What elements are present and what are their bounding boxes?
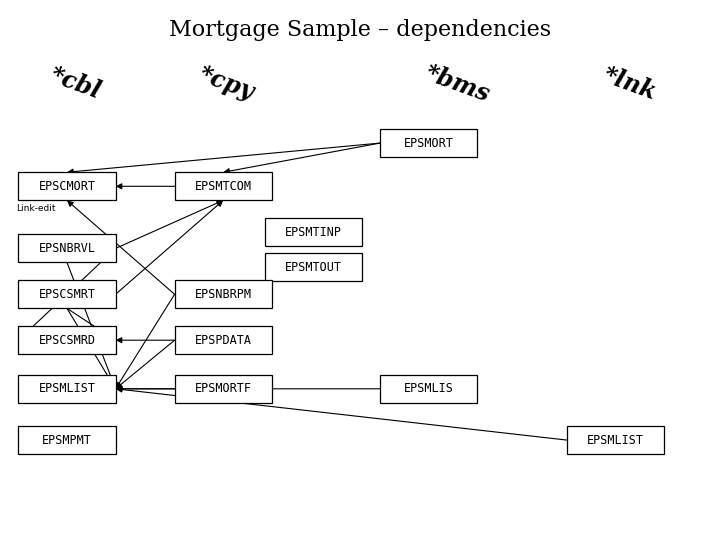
FancyBboxPatch shape bbox=[18, 234, 115, 262]
Text: *bms: *bms bbox=[421, 61, 493, 106]
FancyBboxPatch shape bbox=[174, 375, 272, 403]
Text: EPSMTOUT: EPSMTOUT bbox=[284, 261, 342, 274]
FancyBboxPatch shape bbox=[18, 280, 115, 308]
FancyBboxPatch shape bbox=[174, 172, 272, 200]
Text: EPSCMORT: EPSCMORT bbox=[38, 180, 96, 193]
Text: EPSNBRPM: EPSNBRPM bbox=[194, 288, 252, 301]
FancyBboxPatch shape bbox=[567, 426, 665, 454]
FancyBboxPatch shape bbox=[174, 280, 272, 308]
FancyBboxPatch shape bbox=[265, 253, 361, 281]
Text: EPSCSMRD: EPSCSMRD bbox=[38, 334, 96, 347]
Text: EPSCSMRT: EPSCSMRT bbox=[38, 288, 96, 301]
Text: EPSPDATA: EPSPDATA bbox=[194, 334, 252, 347]
FancyBboxPatch shape bbox=[18, 426, 115, 454]
FancyBboxPatch shape bbox=[18, 172, 115, 200]
FancyBboxPatch shape bbox=[265, 218, 361, 246]
Text: *cpy: *cpy bbox=[196, 63, 258, 105]
Text: EPSNBRVL: EPSNBRVL bbox=[38, 242, 96, 255]
FancyBboxPatch shape bbox=[380, 129, 477, 157]
Text: EPSMPMT: EPSMPMT bbox=[42, 434, 92, 447]
FancyBboxPatch shape bbox=[18, 326, 115, 354]
FancyBboxPatch shape bbox=[174, 326, 272, 354]
Text: *cbl: *cbl bbox=[47, 64, 104, 104]
Text: EPSMLIST: EPSMLIST bbox=[38, 382, 96, 395]
Text: EPSMLIST: EPSMLIST bbox=[587, 434, 644, 447]
FancyBboxPatch shape bbox=[18, 375, 115, 403]
Text: *lnk: *lnk bbox=[600, 63, 660, 104]
Text: EPSMORTF: EPSMORTF bbox=[194, 382, 252, 395]
Text: Mortgage Sample – dependencies: Mortgage Sample – dependencies bbox=[169, 19, 551, 40]
Text: EPSMLIS: EPSMLIS bbox=[403, 382, 454, 395]
Text: EPSMTCOM: EPSMTCOM bbox=[194, 180, 252, 193]
FancyBboxPatch shape bbox=[380, 375, 477, 403]
Text: EPSMTINP: EPSMTINP bbox=[284, 226, 342, 239]
Text: Link-edit: Link-edit bbox=[16, 205, 55, 213]
Text: EPSMORT: EPSMORT bbox=[403, 137, 454, 150]
